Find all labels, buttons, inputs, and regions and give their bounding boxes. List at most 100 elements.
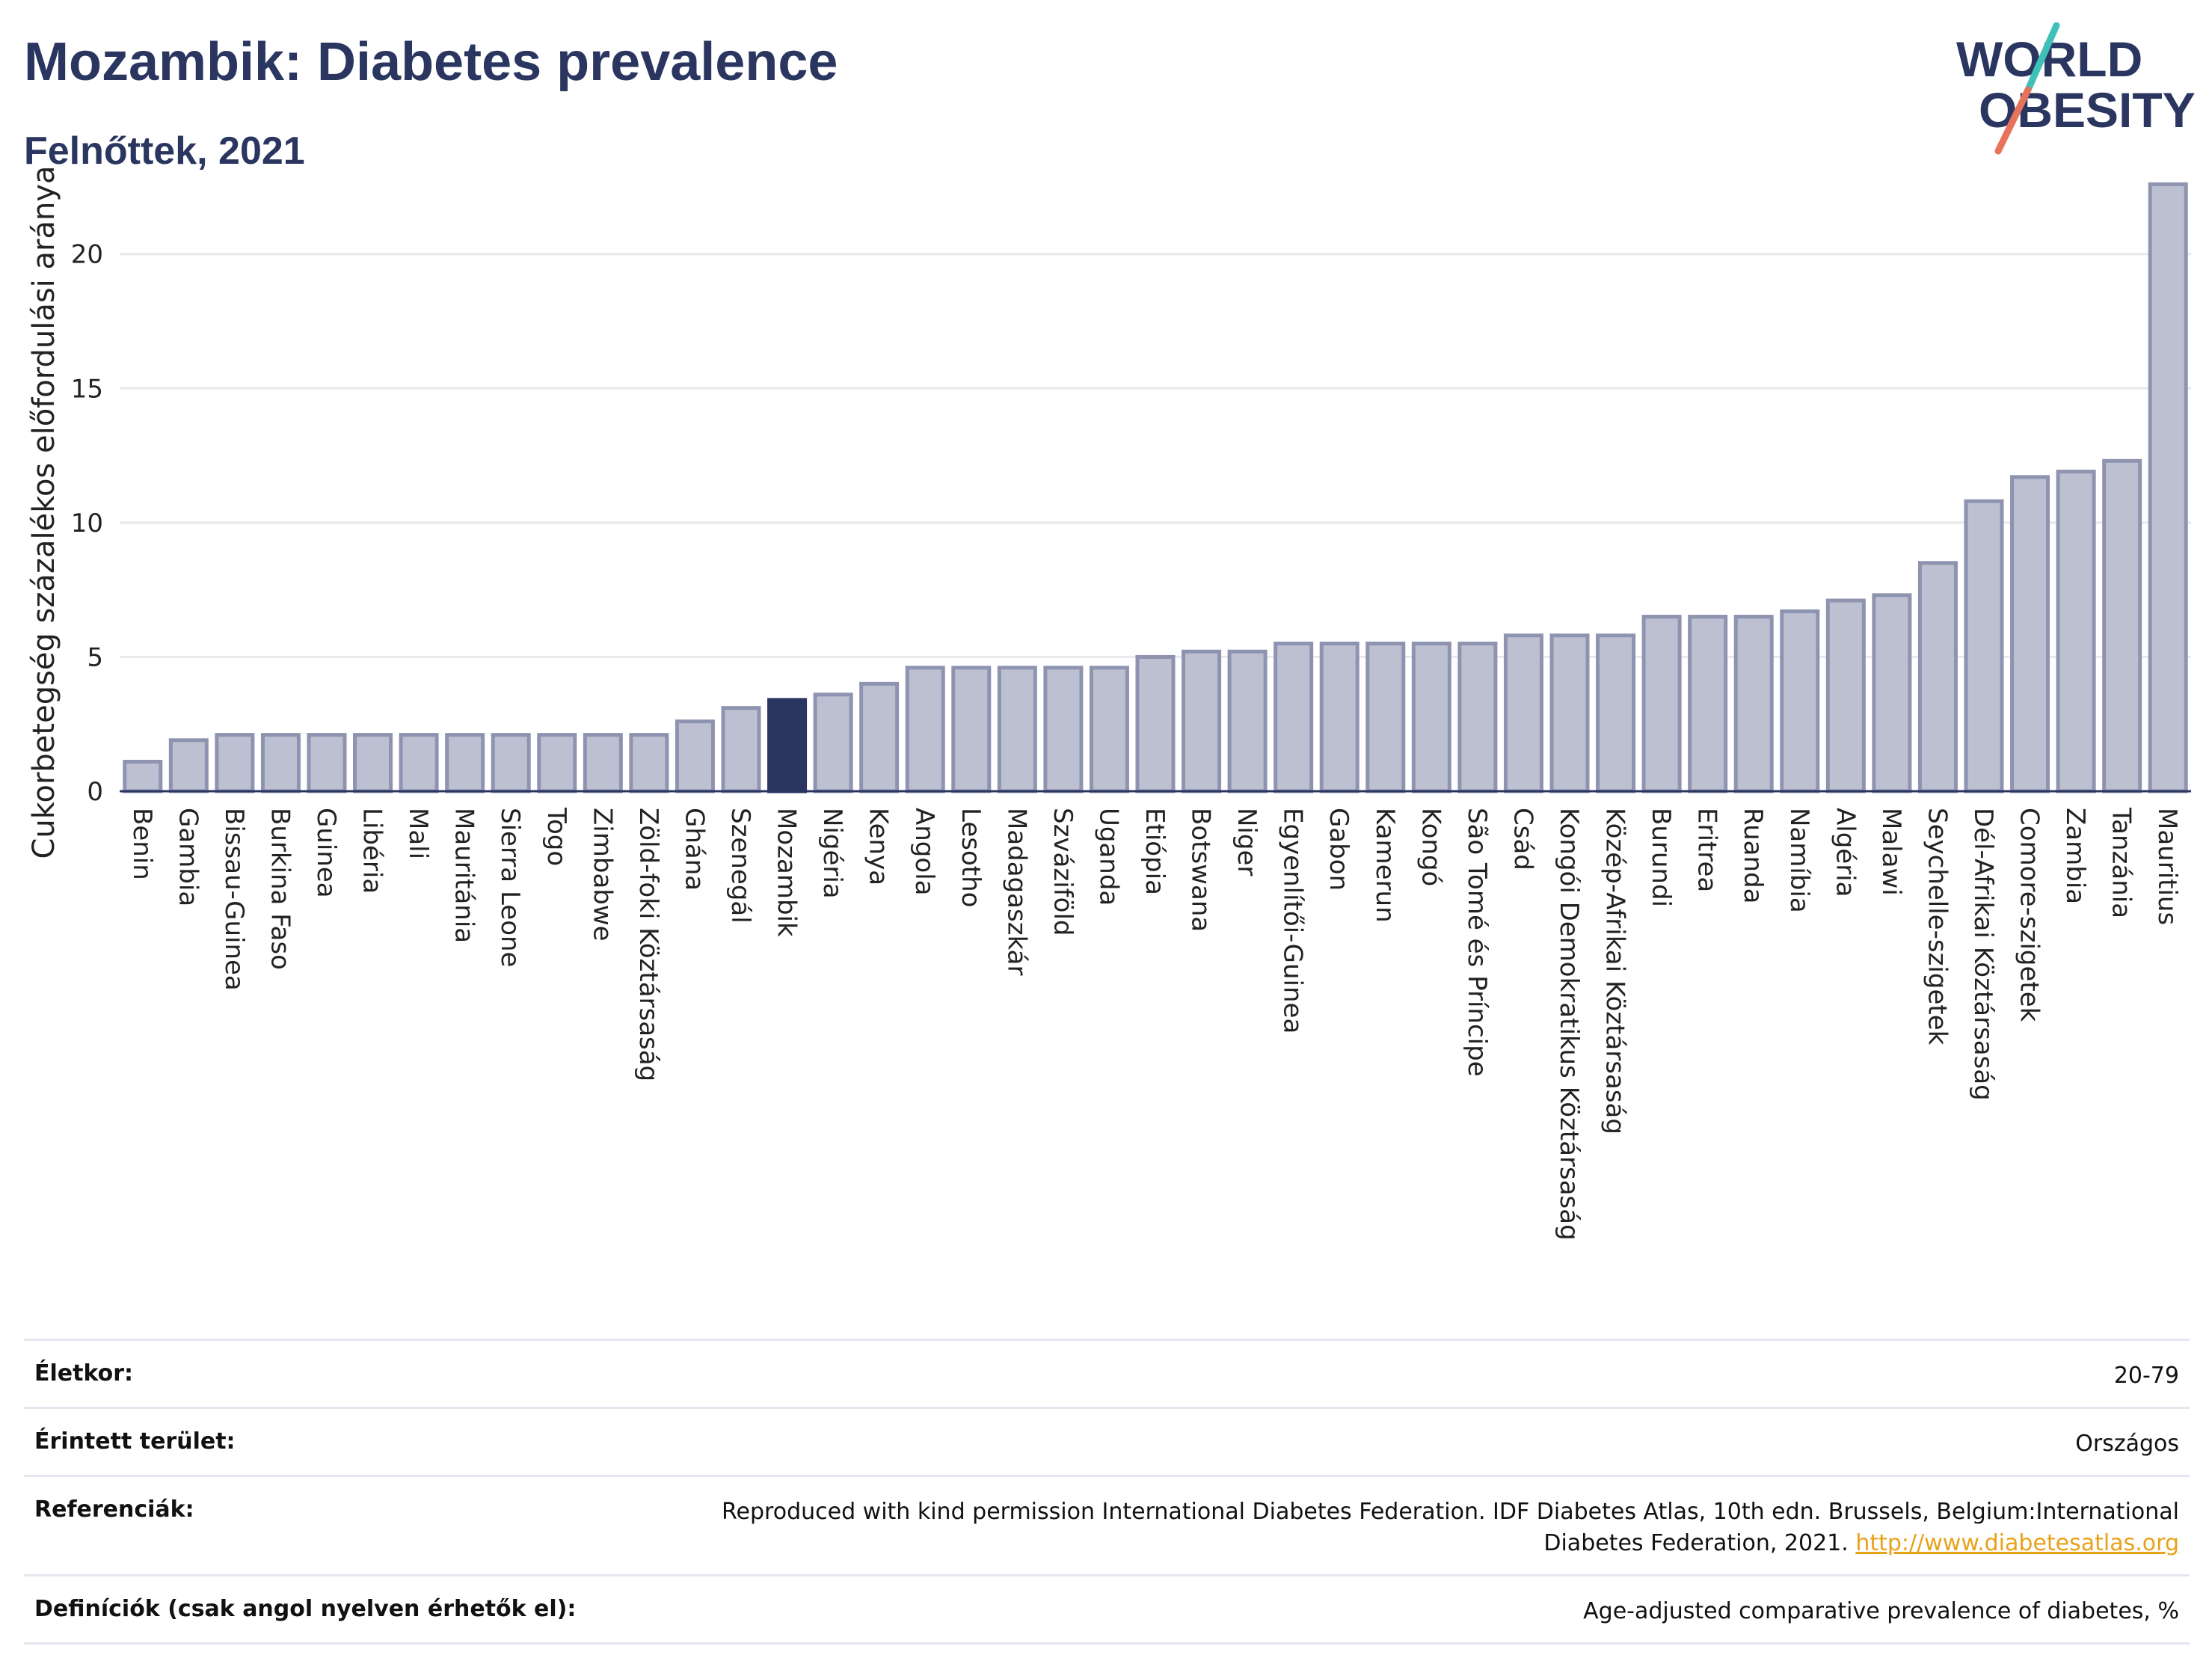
info-table: Életkor: 20-79 Érintett terület: Országos Re… [24,1339,2190,1645]
bar-nam-bia [1780,609,1820,793]
logo-slash-coral [1994,86,2032,155]
bar-angola [905,666,945,793]
x-tick-label: Kongói Demokratikus Köztársaság [1554,808,1584,1241]
info-label: Érintett terület: [34,1428,236,1455]
bar-mauritius [2148,182,2188,793]
x-tick-label: Botswana [1186,808,1216,932]
info-row: Érintett terület: Országos [24,1407,2190,1475]
x-tick-label: Nigéria [817,808,847,899]
x-tick-label: Uganda [1093,808,1123,906]
x-tick-label: Gambia [173,808,203,906]
x-tick-label: Burkina Faso [265,808,295,970]
x-tick-label: Közép-Afrikai Köztársaság [1600,808,1630,1134]
reference-link[interactable]: http://www.diabetesatlas.org [1855,1530,2179,1556]
bar-guinea [307,733,347,793]
bar-uganda [1089,666,1129,793]
bar-kenya [859,681,900,793]
bar-malawi [1872,593,1912,793]
bar-chart: 0 5 10 15 20 Cukorbetegség százalékos előford… [27,165,2191,1241]
x-tick-label: Algéria [1830,808,1860,897]
x-tick-label: Mauritius [2152,808,2182,925]
info-value-text: Országos [2075,1431,2179,1457]
y-axis-label: Cukorbetegség százalékos előfordulási ar… [27,165,61,859]
x-tick-label: Guinea [311,808,341,898]
bar-burkina-faso [260,733,301,793]
bar-alg-ria [1825,598,1866,793]
x-tick-label: Mali [403,808,433,859]
info-label: Referenciák: [34,1496,194,1523]
bar-kong- [1411,641,1451,793]
x-tick-label: Libéria [357,808,387,894]
x-tick-label: Malawi [1876,808,1906,896]
x-tick-label: Ghána [679,808,709,891]
info-value-text: Age-adjusted comparative prevalence of d… [1583,1598,2179,1624]
x-tick-label: Benin [127,808,157,880]
bar-maurit-nia [445,733,485,793]
bar-kong-i-demokratikus-k-zt-rsas-g [1549,633,1590,793]
x-tick-label: Kenya [864,808,894,885]
bar-madagaszk-r [997,666,1037,793]
x-tick-label: Dél-Afrikai Köztársaság [1968,808,1998,1101]
x-tick-label: Csád [1508,808,1537,871]
bar-eti-pia [1135,654,1176,793]
y-tick-label: 20 [71,240,103,270]
x-tick-label: Zöld-foki Köztársaság [633,808,663,1081]
bar-kamerun [1365,641,1406,793]
bar-bissau-guinea [215,733,255,793]
x-tick-label: Mozambik [772,808,802,937]
bar-s-o-tom-s-pr-ncipe [1457,641,1498,793]
bar-eritrea [1688,615,1728,793]
bar-z-ld-foki-k-zt-rsas-g [629,733,669,793]
info-value: Reproduced with kind permission Internat… [624,1496,2179,1559]
x-tick-label: Comore-szigetek [2015,808,2044,1022]
info-row: Definíciók (csak angol nyelven érhetők e… [24,1574,2190,1645]
x-tick-label: Sierra Leone [495,808,525,967]
info-value-text: Reproduced with kind permission Internat… [722,1499,2179,1556]
bar-egyenl-t-i-guinea [1274,641,1314,793]
x-tick-label: Eritrea [1692,808,1722,892]
bar-tanz-nia [2102,458,2142,793]
bar-gh-na [675,719,715,793]
bar-zimbabwe [583,733,623,793]
x-tick-label: São Tomé és Príncipe [1462,808,1492,1077]
bar-mozambik [767,698,808,793]
x-tick-label: Madagaszkár [1001,808,1031,975]
bar-cs-d [1503,633,1543,793]
x-tick-label: Namíbia [1784,808,1814,913]
x-tick-label: Kamerun [1370,808,1400,923]
x-tick-label: Tanzánia [2107,807,2136,918]
bar-szeneg-l [721,706,761,793]
x-tick-label: Lesotho [956,808,986,907]
x-tick-label: Burundi [1646,808,1676,907]
world-obesity-logo: WORLD OBESITY [1956,22,2196,155]
chart-title: Mozambik: Diabetes prevalence [24,32,838,92]
x-tick-label: Gabon [1324,808,1354,891]
bar-lib-ria [353,733,393,793]
y-tick-label: 10 [71,509,103,538]
chart-subtitle: Felnőttek, 2021 [24,129,305,173]
bar-lesotho [951,666,992,793]
logo-slash-teal [2024,22,2060,93]
bar-szv-zif-ld [1043,666,1084,793]
x-tick-label: Zambia [2060,808,2090,904]
info-row: Életkor: 20-79 [24,1339,2190,1407]
x-tick-label: Egyenlítői-Guinea [1278,808,1308,1034]
y-tick-label: 0 [87,777,103,807]
bar-benin [123,759,163,793]
x-tick-label: Ruanda [1738,808,1768,903]
x-tick-label: Szváziföld [1048,808,1078,936]
x-tick-label: Szenegál [725,808,755,924]
bar-zambia [2056,470,2096,793]
info-label: Definíciók (csak angol nyelven érhetők e… [34,1596,577,1622]
bar-burundi [1641,615,1682,793]
bar-seychelle-szigetek [1917,561,1958,793]
bar-gabon [1319,641,1360,793]
info-value: 20-79 [2114,1360,2179,1392]
bar-gambia [168,738,209,793]
info-row: Referenciák: Reproduced with kind permiss… [24,1475,2190,1574]
y-tick-label: 15 [71,374,103,404]
bar-d-l-afrikai-k-zt-rsas-g [1964,499,2004,793]
bar-k-z-p-afrikai-k-zt-rsas-g [1596,633,1636,793]
bar-togo [537,733,577,793]
x-tick-label: Seychelle-szigetek [1922,808,1952,1045]
